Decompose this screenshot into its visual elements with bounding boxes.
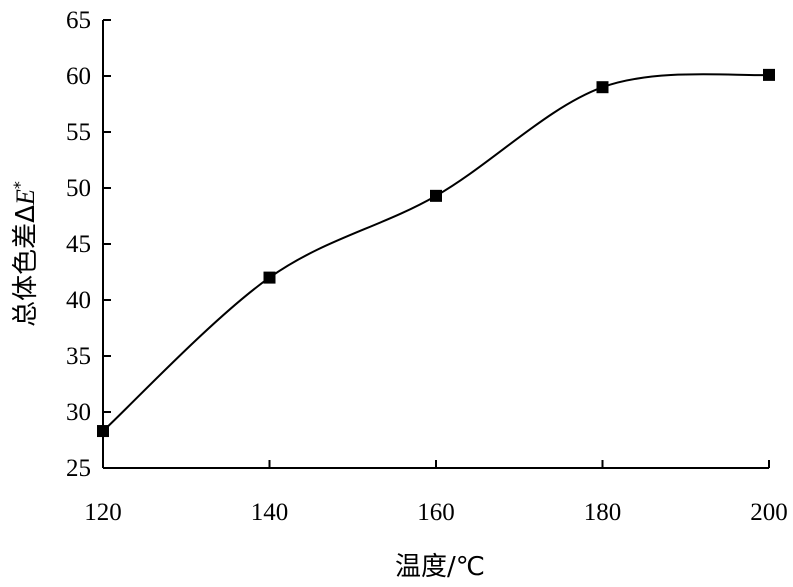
data-point: [430, 189, 442, 202]
x-ticks: 120 140 160 180 200: [84, 460, 788, 526]
y-tick-label: 60: [66, 63, 91, 90]
x-tick-label: 160: [417, 499, 455, 526]
y-tick-label: 25: [66, 455, 91, 482]
x-axis-title: 温度/℃: [395, 552, 485, 582]
y-axis-title-sup: *: [10, 181, 29, 189]
data-point: [596, 81, 609, 94]
x-tick-label: 120: [84, 499, 122, 526]
y-tick-label: 30: [66, 399, 91, 426]
series-line: [102, 73, 770, 432]
y-axis-title-symbol: E: [11, 189, 40, 206]
y-tick-label: 40: [66, 287, 91, 314]
axes: [102, 20, 769, 469]
data-point: [263, 271, 276, 284]
x-tick-label: 180: [584, 499, 622, 526]
y-axis-title: 总体色差ΔE*: [10, 181, 42, 327]
y-axis-title-prefix: 总体色差Δ: [11, 205, 41, 327]
series-markers: [97, 68, 775, 438]
y-tick-label: 65: [66, 7, 91, 34]
x-tick-label: 200: [750, 499, 788, 526]
x-tick-label: 140: [251, 499, 289, 526]
y-tick-label: 45: [66, 231, 91, 258]
y-tick-label: 55: [66, 119, 91, 146]
data-point: [763, 68, 775, 81]
data-point: [97, 425, 109, 438]
y-ticks: 25 30 35 40 45 50 55 60 65: [66, 7, 111, 482]
y-tick-label: 50: [66, 175, 91, 202]
y-tick-label: 35: [66, 343, 91, 370]
